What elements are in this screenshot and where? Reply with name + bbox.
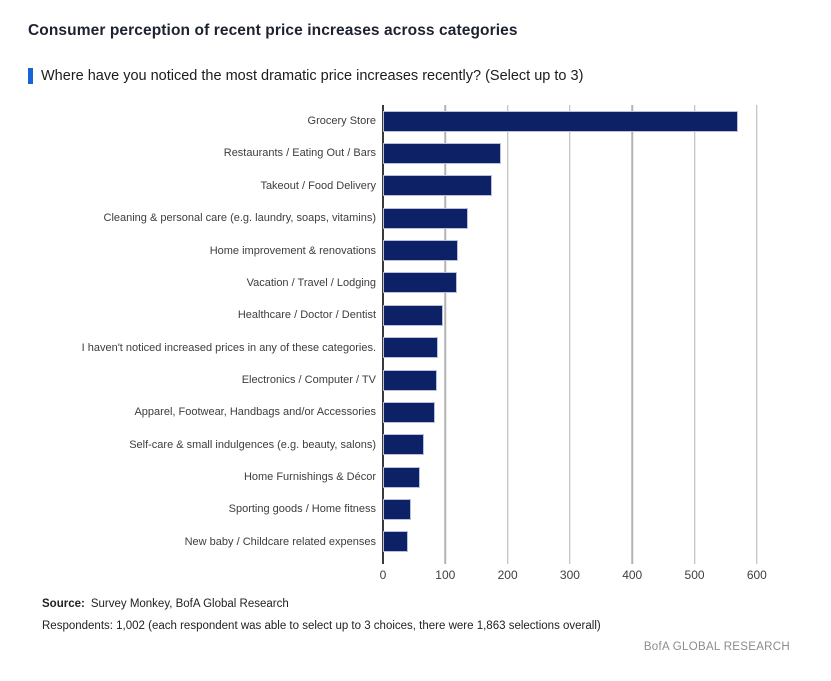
bar	[383, 304, 444, 326]
subtitle-accent-bar	[28, 68, 33, 84]
bar	[383, 110, 739, 132]
bar-track	[383, 401, 788, 423]
bar-track	[383, 369, 788, 391]
x-tick-label: 600	[746, 568, 767, 582]
bar-track	[383, 143, 788, 165]
chart-row: Electronics / Computer / TV	[28, 364, 788, 396]
chart-subtitle-row: Where have you noticed the most dramatic…	[28, 68, 583, 84]
bar-track	[383, 240, 788, 262]
bar	[383, 240, 459, 262]
respondents-text: Respondents: 1,002 (each respondent was …	[42, 620, 601, 632]
chart-row: Takeout / Food Delivery	[28, 170, 788, 202]
bar	[383, 272, 457, 294]
bar-track	[383, 498, 788, 520]
category-label: Sporting goods / Home fitness	[228, 503, 376, 516]
category-label: Vacation / Travel / Lodging	[246, 276, 376, 289]
category-label: Apparel, Footwear, Handbags and/or Acces…	[134, 406, 376, 419]
category-label: Grocery Store	[307, 115, 376, 128]
category-label: Cleaning & personal care (e.g. laundry, …	[103, 212, 377, 225]
brand-text: BofA GLOBAL RESEARCH	[643, 641, 790, 653]
bar-track	[383, 337, 788, 359]
bar	[383, 207, 469, 229]
chart-row: Home Furnishings & Décor	[28, 461, 788, 493]
bar-track	[383, 175, 788, 197]
bar-track	[383, 110, 788, 132]
x-tick-label: 0	[379, 568, 387, 582]
bar-chart: Grocery Store Restaurants / Eating Out / …	[28, 105, 788, 582]
chart-row: Healthcare / Doctor / Dentist	[28, 299, 788, 331]
category-label: Home improvement & renovations	[209, 244, 376, 257]
chart-rows: Grocery Store Restaurants / Eating Out / …	[28, 105, 788, 558]
bar-track	[383, 434, 788, 456]
chart-row: I haven't noticed increased prices in an…	[28, 332, 788, 364]
category-label: Healthcare / Doctor / Dentist	[237, 309, 376, 322]
bar-track	[383, 304, 788, 326]
chart-question: Where have you noticed the most dramatic…	[41, 68, 584, 84]
bar	[383, 434, 425, 456]
chart-row: New baby / Childcare related expenses	[28, 526, 788, 558]
bar	[383, 466, 421, 488]
chart-row: Home improvement & renovations	[28, 234, 788, 266]
bar-track	[383, 531, 788, 553]
category-label: Electronics / Computer / TV	[241, 374, 376, 386]
bar	[383, 143, 502, 165]
gridline	[756, 105, 758, 564]
bar	[383, 369, 437, 391]
bar-track	[383, 466, 788, 488]
x-tick-label: 200	[497, 568, 518, 582]
chart-row: Grocery Store	[28, 105, 788, 137]
bar	[383, 175, 493, 197]
category-label: Self-care & small indulgences (e.g. beau…	[129, 438, 376, 451]
bar	[383, 337, 439, 359]
gridline	[569, 105, 571, 564]
chart-row: Cleaning & personal care (e.g. laundry, …	[28, 202, 788, 234]
source-text: Survey Monkey, BofA Global Research	[90, 598, 289, 610]
chart-row: Restaurants / Eating Out / Bars	[28, 137, 788, 169]
bar-track	[383, 207, 788, 229]
category-label: New baby / Childcare related expenses	[184, 535, 376, 548]
bar-track	[383, 272, 788, 294]
category-label: Restaurants / Eating Out / Bars	[223, 147, 376, 160]
x-tick-label: 500	[684, 568, 705, 582]
chart-row: Self-care & small indulgences (e.g. beau…	[28, 429, 788, 461]
x-tick-label: 400	[622, 568, 643, 582]
source-label: Source:	[42, 598, 85, 610]
footer-source-line: Source: Survey Monkey, BofA Global Resear…	[42, 598, 289, 610]
chart-row: Vacation / Travel / Lodging	[28, 267, 788, 299]
category-label: Takeout / Food Delivery	[260, 179, 376, 192]
category-label: Home Furnishings & Décor	[243, 471, 376, 484]
bar	[383, 498, 412, 520]
plot-gridlines	[382, 105, 788, 564]
gridline	[631, 105, 633, 564]
bar	[383, 401, 436, 423]
gridline	[444, 105, 447, 564]
bar	[383, 531, 408, 553]
page-title: Consumer perception of recent price incr…	[28, 22, 518, 39]
y-axis-line	[382, 105, 384, 564]
x-tick-label: 300	[559, 568, 580, 582]
x-tick-label: 100	[435, 568, 456, 582]
x-axis: 0 100 200 300 400 500 600	[379, 564, 788, 584]
chart-row: Sporting goods / Home fitness	[28, 493, 788, 525]
gridline	[693, 105, 696, 564]
gridline	[506, 105, 509, 564]
chart-row: Apparel, Footwear, Handbags and/or Acces…	[28, 396, 788, 428]
category-label: I haven't noticed increased prices in an…	[81, 341, 376, 354]
